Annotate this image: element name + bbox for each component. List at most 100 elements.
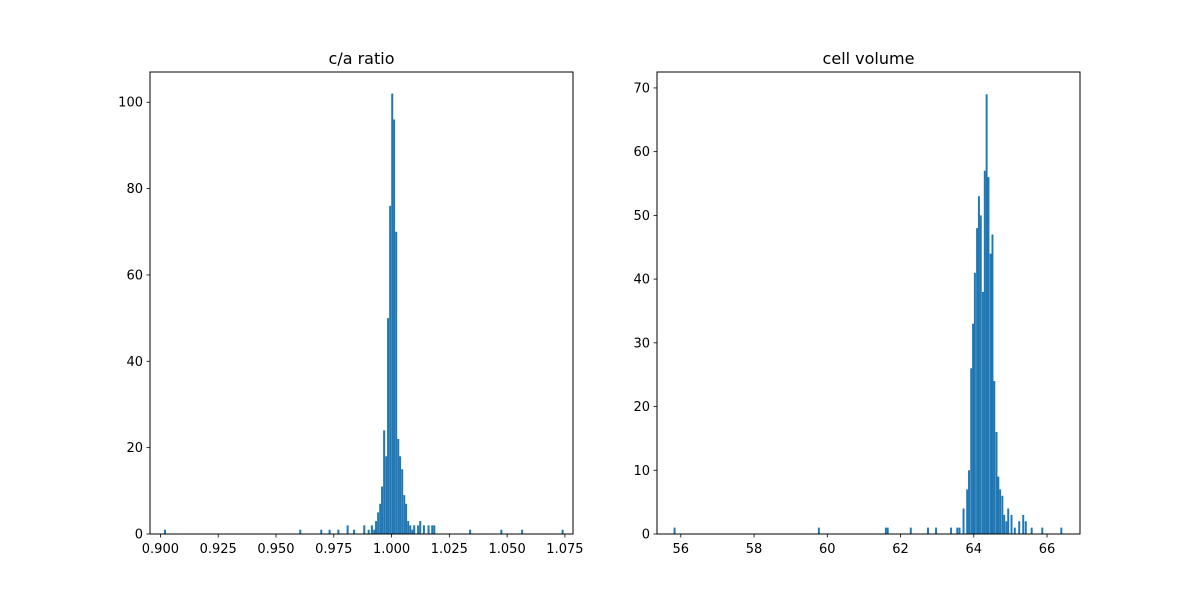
- cell-volume-bar-22: [987, 177, 990, 534]
- cell-volume-ytick-label-6: 60: [633, 145, 650, 160]
- cell-volume-bar-32: [1007, 508, 1010, 534]
- cell-volume-bar-33: [1010, 514, 1013, 534]
- cell-volume-bar-5: [927, 527, 929, 534]
- ca-ratio-bar-13: [379, 503, 382, 534]
- ca-ratio-bar-7: [363, 525, 366, 534]
- cell-volume-xtick-label-0: 56: [673, 542, 690, 557]
- cell-volume-bar-3: [886, 527, 889, 534]
- ca-ratio-bar-17: [387, 318, 390, 534]
- cell-volume-y-axis: 0 10 20 30 40 50 60 70: [633, 81, 657, 543]
- ca-ratio-title: c/a ratio: [329, 49, 395, 68]
- ca-ratio-bar-3: [328, 529, 331, 534]
- ca-ratio-bar-38: [500, 529, 503, 534]
- cell-volume-bar-0: [673, 527, 676, 534]
- cell-volume-title: cell volume: [823, 49, 915, 68]
- ca-ratio-bar-40: [561, 529, 564, 534]
- ca-ratio-bar-34: [427, 525, 430, 534]
- ca-ratio-histogram: c/a ratio 0.900 0.925 0.950 0.975 1.000 1.025…: [118, 49, 583, 557]
- cell-volume-bar-2: [884, 527, 887, 534]
- ca-ratio-bar-22: [397, 439, 400, 534]
- ca-ratio-bar-12: [377, 512, 380, 534]
- ca-ratio-bar-19: [391, 93, 394, 535]
- ca-ratio-xtick-label-2: 0.950: [257, 542, 294, 557]
- cell-volume-bar-31: [1005, 521, 1008, 534]
- ca-ratio-bar-6: [353, 529, 356, 534]
- ca-ratio-bar-0: [164, 529, 167, 534]
- cell-volume-bar-26: [995, 432, 998, 534]
- ca-ratio-xtick-label-3: 0.975: [315, 542, 352, 557]
- cell-volume-bar-23: [989, 253, 992, 534]
- cell-volume-bar-18: [979, 215, 982, 534]
- cell-volume-bar-24: [991, 234, 994, 534]
- cell-volume-bar-7: [950, 527, 953, 534]
- ca-ratio-xtick-label-6: 1.050: [489, 542, 526, 557]
- cell-volume-bar-35: [1018, 521, 1021, 534]
- ca-ratio-bar-9: [370, 525, 373, 534]
- cell-volume-ytick-label-3: 30: [633, 336, 650, 351]
- cell-volume-bar-16: [976, 228, 979, 534]
- cell-volume-bar-11: [966, 489, 969, 534]
- ca-ratio-xtick-label-5: 1.025: [431, 542, 468, 557]
- cell-volume-bar-36: [1022, 514, 1025, 534]
- cell-volume-ytick-label-1: 10: [633, 464, 650, 479]
- ca-ratio-bar-14: [381, 486, 384, 534]
- ca-ratio-bar-33: [422, 525, 425, 534]
- ca-ratio-ytick-label-0: 0: [135, 528, 143, 543]
- ca-ratio-bar-4: [337, 529, 340, 534]
- cell-volume-bar-13: [970, 368, 973, 534]
- cell-volume-bar-12: [968, 470, 971, 534]
- cell-volume-bar-9: [958, 527, 961, 534]
- ca-ratio-ytick-label-2: 40: [126, 355, 143, 370]
- ca-ratio-bar-1: [299, 529, 302, 534]
- ca-ratio-bar-24: [401, 469, 404, 534]
- ca-ratio-bar-30: [413, 525, 416, 534]
- ca-ratio-bar-27: [407, 521, 410, 534]
- ca-ratio-xtick-label-7: 1.075: [546, 542, 583, 557]
- ca-ratio-bar-28: [409, 525, 412, 534]
- cell-volume-xtick-label-5: 66: [1039, 542, 1056, 557]
- cell-volume-bar-4: [909, 527, 912, 534]
- ca-ratio-bar-21: [395, 231, 398, 534]
- ca-ratio-ytick-label-1: 20: [126, 441, 143, 456]
- ca-ratio-bar-16: [385, 456, 388, 534]
- ca-ratio-bar-35: [431, 525, 434, 534]
- cell-volume-x-axis: 56 58 60 62 64 66: [673, 534, 1056, 557]
- ca-ratio-x-axis: 0.900 0.925 0.950 0.975 1.000 1.025 1.050 1.075: [142, 534, 584, 557]
- cell-volume-bar-38: [1030, 527, 1033, 534]
- cell-volume-axes-frame: [656, 71, 1081, 535]
- ca-ratio-bar-31: [417, 525, 420, 534]
- cell-volume-bar-37: [1024, 521, 1027, 534]
- cell-volume-bar-14: [972, 323, 975, 534]
- cell-volume-bar-27: [997, 476, 1000, 534]
- cell-volume-histogram: cell volume 56 58 60 62 64 66 0 10 20 30 40 50 60 70: [633, 49, 1081, 557]
- cell-volume-ytick-label-0: 0: [642, 528, 650, 543]
- ca-ratio-bar-32: [419, 521, 422, 534]
- cell-volume-bar-19: [981, 291, 984, 534]
- cell-volume-bar-21: [985, 94, 988, 534]
- ca-ratio-bar-36: [433, 525, 436, 534]
- cell-volume-bar-30: [1003, 514, 1006, 534]
- cell-volume-ytick-label-2: 20: [633, 400, 650, 415]
- cell-volume-bar-17: [977, 196, 980, 534]
- cell-volume-bar-15: [973, 272, 976, 534]
- cell-volume-bar-29: [1001, 495, 1004, 534]
- ca-ratio-xtick-label-4: 1.000: [373, 542, 410, 557]
- ca-ratio-y-axis: 0 20 40 60 80 100: [118, 96, 150, 543]
- ca-ratio-bar-10: [373, 529, 376, 534]
- cell-volume-bars: [673, 94, 1063, 535]
- cell-volume-bar-1: [817, 527, 820, 534]
- cell-volume-ytick-label-4: 40: [633, 273, 650, 288]
- cell-volume-xtick-label-1: 58: [746, 542, 763, 557]
- ca-ratio-bar-29: [411, 529, 414, 534]
- cell-volume-bar-20: [983, 170, 986, 535]
- cell-volume-bar-25: [993, 381, 996, 534]
- cell-volume-bar-10: [962, 508, 965, 534]
- cell-volume-bar-40: [1060, 527, 1063, 534]
- cell-volume-xtick-label-3: 62: [892, 542, 909, 557]
- ca-ratio-bar-37: [469, 529, 472, 534]
- cell-volume-xtick-label-4: 64: [966, 542, 983, 557]
- ca-ratio-ytick-label-5: 100: [118, 96, 143, 111]
- cell-volume-bar-6: [935, 527, 938, 534]
